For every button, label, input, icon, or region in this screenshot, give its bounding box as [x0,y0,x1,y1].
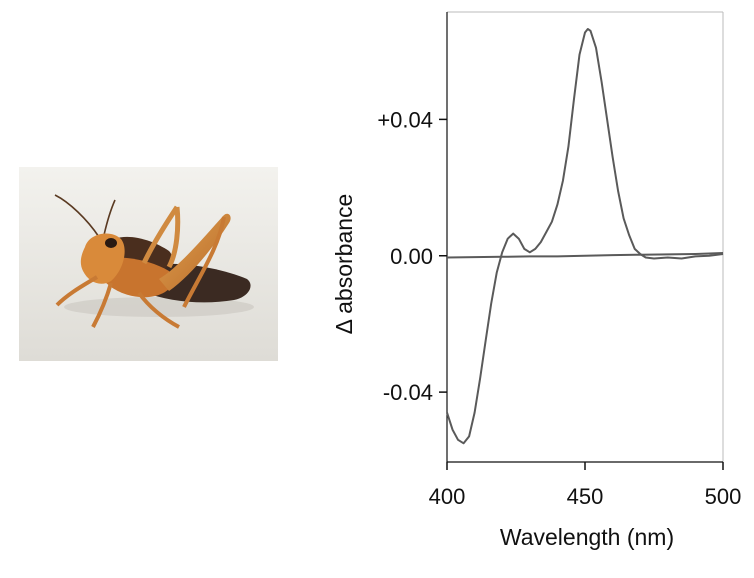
plot-area [447,12,723,462]
front-leg-right [91,282,113,328]
y-tick-label: -0.04 [383,380,433,405]
middle-leg [137,291,180,329]
y-tick-label: +0.04 [377,107,433,132]
antenna-left [54,194,100,238]
antenna-right [103,199,116,236]
y-axis-title: Δ absorbance [331,194,357,335]
hind-femur [159,213,231,291]
eye [105,238,117,248]
grasshopper-photo [19,167,278,361]
x-tick-label: 400 [429,484,466,509]
series-line-2 [446,252,724,259]
series-line-1 [446,28,724,445]
x-tick-label: 450 [567,484,604,509]
x-axis-title: Wavelength (nm) [500,524,674,550]
series-layer [446,28,724,445]
hind-tibia [182,216,226,308]
tick-layer: +0.04 0.00 -0.04 400 450 500 [377,107,741,509]
front-leg-left [55,275,99,307]
x-tick-label: 500 [705,484,742,509]
far-hind-leg [141,205,181,269]
y-tick-label: 0.00 [390,244,433,269]
